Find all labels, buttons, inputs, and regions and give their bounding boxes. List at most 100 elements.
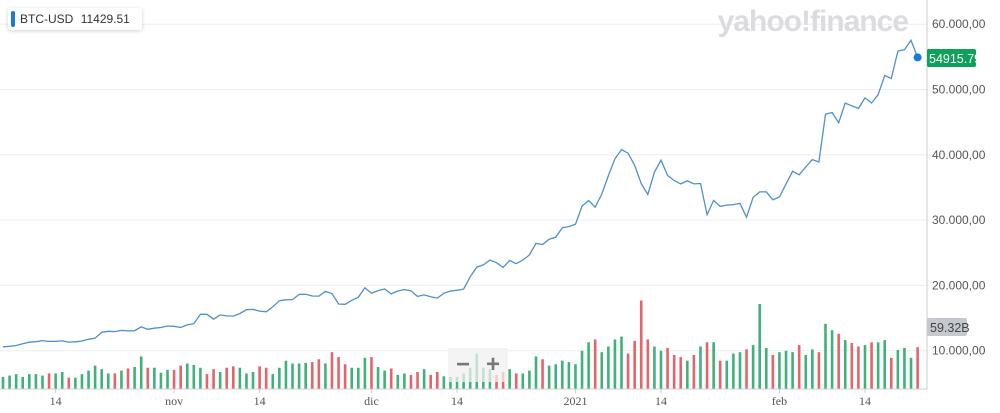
volume-bar bbox=[245, 373, 248, 389]
volume-bar bbox=[212, 369, 215, 389]
volume-bar bbox=[718, 360, 722, 389]
volume-bar bbox=[185, 363, 189, 389]
volume-bar bbox=[850, 342, 854, 389]
volume-bar bbox=[225, 367, 229, 389]
x-tick-label: feb bbox=[772, 394, 787, 408]
y-tick-label: 30.000,00 bbox=[932, 213, 986, 227]
volume-bar bbox=[449, 376, 452, 389]
volume-bar bbox=[909, 357, 913, 389]
volume-bar bbox=[271, 374, 275, 389]
volume-bar bbox=[672, 355, 676, 389]
volume-bar bbox=[264, 367, 268, 389]
volume-bar bbox=[646, 339, 650, 389]
volume-bar bbox=[330, 352, 334, 389]
volume-bar bbox=[896, 350, 900, 389]
grid-lines bbox=[0, 23, 927, 352]
volume-bar bbox=[791, 352, 794, 389]
volume-bar bbox=[593, 339, 597, 389]
volume-bar bbox=[771, 355, 775, 389]
volume-bar bbox=[620, 336, 623, 389]
volume-bar bbox=[725, 360, 729, 389]
volume-bar bbox=[67, 377, 71, 389]
volume-bar bbox=[528, 370, 531, 389]
volume-bar bbox=[113, 373, 117, 389]
volume-bar bbox=[409, 374, 413, 389]
volume-bar bbox=[600, 352, 604, 389]
volume-bar bbox=[389, 368, 393, 389]
volume-bar bbox=[653, 346, 656, 389]
x-axis-labels: 14 nov 14 dic 14 2021 14 feb 14 bbox=[50, 389, 871, 408]
volume-bar bbox=[100, 369, 103, 389]
volume-bar bbox=[699, 346, 702, 389]
volume-bar bbox=[587, 342, 590, 389]
volume-bar bbox=[54, 373, 57, 389]
volume-bar bbox=[310, 362, 314, 389]
x-tick-label: nov bbox=[165, 394, 183, 408]
zoom-controls: − + bbox=[448, 348, 508, 382]
last-price-badge-label: 54915.79 bbox=[929, 52, 981, 66]
volume-bar bbox=[745, 349, 748, 389]
volume-bar bbox=[376, 367, 380, 389]
zoom-in-button[interactable]: + bbox=[485, 351, 500, 378]
volume-bar bbox=[166, 369, 169, 389]
volume-bar bbox=[580, 350, 584, 389]
volume-bar bbox=[383, 370, 386, 389]
volume-bar bbox=[205, 374, 209, 389]
volume-bar bbox=[521, 373, 525, 389]
volume-bar bbox=[455, 376, 459, 389]
y-axis-labels: 10.000,00 20.000,00 30.000,00 40.000,00 50.0… bbox=[932, 17, 986, 358]
volume-bar bbox=[784, 350, 788, 389]
series-color-marker bbox=[11, 11, 15, 27]
zoom-out-button[interactable]: − bbox=[455, 351, 470, 378]
volume-bar bbox=[416, 372, 419, 389]
volume-bar bbox=[258, 366, 261, 389]
volume-bar bbox=[567, 362, 571, 389]
volume-bar bbox=[857, 346, 860, 389]
symbol-legend[interactable]: BTC-USD 11429.51 bbox=[8, 8, 142, 30]
volume-bar bbox=[639, 300, 643, 389]
volume-bar bbox=[159, 372, 163, 389]
volume-bar bbox=[442, 376, 446, 389]
legend-symbol: BTC-USD bbox=[20, 12, 74, 26]
volume-bar bbox=[370, 357, 373, 389]
y-tick-label: 60.000,00 bbox=[932, 17, 986, 31]
x-tick-label: 14 bbox=[50, 394, 62, 408]
volume-bar bbox=[350, 367, 354, 389]
volume-bar bbox=[172, 369, 176, 389]
volume-bar bbox=[712, 342, 715, 389]
volume-bar bbox=[705, 342, 709, 389]
volume-bar bbox=[435, 372, 439, 389]
volume-bar bbox=[199, 367, 202, 389]
volume-bar bbox=[179, 365, 182, 389]
volume-bar bbox=[278, 367, 281, 389]
volume-bar bbox=[758, 304, 761, 389]
y-tick-label: 50.000,00 bbox=[932, 83, 986, 97]
volume-bar bbox=[120, 370, 123, 389]
volume-bar bbox=[561, 360, 564, 389]
volume-bar bbox=[863, 345, 867, 389]
price-line bbox=[2, 38, 919, 348]
x-tick-label: dic bbox=[364, 394, 379, 408]
volume-bar bbox=[876, 342, 880, 389]
volume-bar bbox=[870, 342, 873, 389]
x-tick-label: 14 bbox=[451, 394, 463, 408]
volume-bar bbox=[87, 370, 90, 389]
volume-bar bbox=[74, 377, 77, 389]
volume-bar bbox=[80, 374, 84, 389]
volume-bar bbox=[692, 355, 696, 389]
volume-bar bbox=[837, 333, 840, 389]
volume-bar bbox=[232, 366, 235, 389]
volume-bar bbox=[422, 369, 426, 389]
volume-bar bbox=[317, 359, 321, 389]
volume-bar bbox=[47, 373, 51, 389]
yahoo-finance-watermark: yahoo!finance bbox=[717, 5, 909, 38]
volume-bar bbox=[633, 340, 636, 389]
volume-bar bbox=[817, 352, 821, 389]
volume-bar bbox=[554, 364, 558, 389]
volume-bar bbox=[396, 374, 400, 389]
volume-bar bbox=[218, 372, 222, 389]
volume-bar bbox=[133, 367, 136, 389]
volume-bars bbox=[1, 300, 919, 389]
volume-bar bbox=[804, 355, 808, 389]
